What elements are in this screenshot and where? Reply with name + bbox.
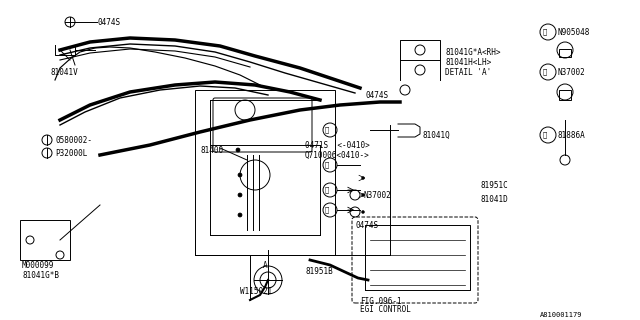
Text: 0580002-: 0580002- bbox=[55, 135, 92, 145]
Circle shape bbox=[236, 148, 240, 152]
Text: Q710006<0410->: Q710006<0410-> bbox=[305, 150, 370, 159]
Text: 81041Q: 81041Q bbox=[422, 131, 450, 140]
Text: 81886A: 81886A bbox=[558, 131, 586, 140]
Text: 81041V: 81041V bbox=[50, 68, 77, 76]
Circle shape bbox=[238, 193, 242, 197]
Bar bbox=[20, 220, 70, 260]
Text: 0474S: 0474S bbox=[365, 91, 388, 100]
Text: DETAIL 'A': DETAIL 'A' bbox=[445, 68, 492, 76]
Text: 81400: 81400 bbox=[200, 146, 223, 155]
Text: 81951B: 81951B bbox=[305, 268, 333, 276]
Text: 81041D: 81041D bbox=[480, 196, 508, 204]
Text: 81041H<LH>: 81041H<LH> bbox=[445, 58, 492, 67]
Text: ①: ① bbox=[325, 207, 329, 213]
Bar bbox=[195, 90, 335, 255]
Text: 81041G*A<RH>: 81041G*A<RH> bbox=[445, 47, 500, 57]
Text: 81041G*B: 81041G*B bbox=[22, 270, 59, 279]
Text: 0474S: 0474S bbox=[355, 220, 378, 229]
Text: ①: ① bbox=[543, 69, 547, 75]
Text: N905048: N905048 bbox=[558, 28, 590, 36]
Text: W11502I: W11502I bbox=[240, 287, 273, 297]
Text: ③: ③ bbox=[325, 162, 329, 168]
Text: 0474S: 0474S bbox=[97, 18, 120, 27]
Text: N37002: N37002 bbox=[363, 190, 391, 199]
Bar bbox=[559, 90, 571, 100]
Circle shape bbox=[362, 194, 365, 196]
Circle shape bbox=[362, 177, 365, 180]
Text: ②: ② bbox=[325, 127, 329, 133]
Circle shape bbox=[362, 211, 365, 213]
Text: P32000L: P32000L bbox=[55, 148, 88, 157]
Bar bbox=[559, 49, 571, 57]
Text: FIG.096-1: FIG.096-1 bbox=[360, 298, 402, 307]
Text: M000099: M000099 bbox=[22, 260, 54, 269]
Circle shape bbox=[238, 173, 242, 177]
Text: ②: ② bbox=[325, 187, 329, 193]
Text: ③: ③ bbox=[543, 132, 547, 138]
Circle shape bbox=[238, 213, 242, 217]
Text: A: A bbox=[263, 260, 268, 269]
Text: ②: ② bbox=[543, 29, 547, 35]
Text: N37002: N37002 bbox=[558, 68, 586, 76]
Text: 0471S  <-0410>: 0471S <-0410> bbox=[305, 140, 370, 149]
Text: 81951C: 81951C bbox=[480, 180, 508, 189]
Text: A810001179: A810001179 bbox=[540, 312, 582, 318]
Text: EGI CONTROL: EGI CONTROL bbox=[360, 306, 411, 315]
